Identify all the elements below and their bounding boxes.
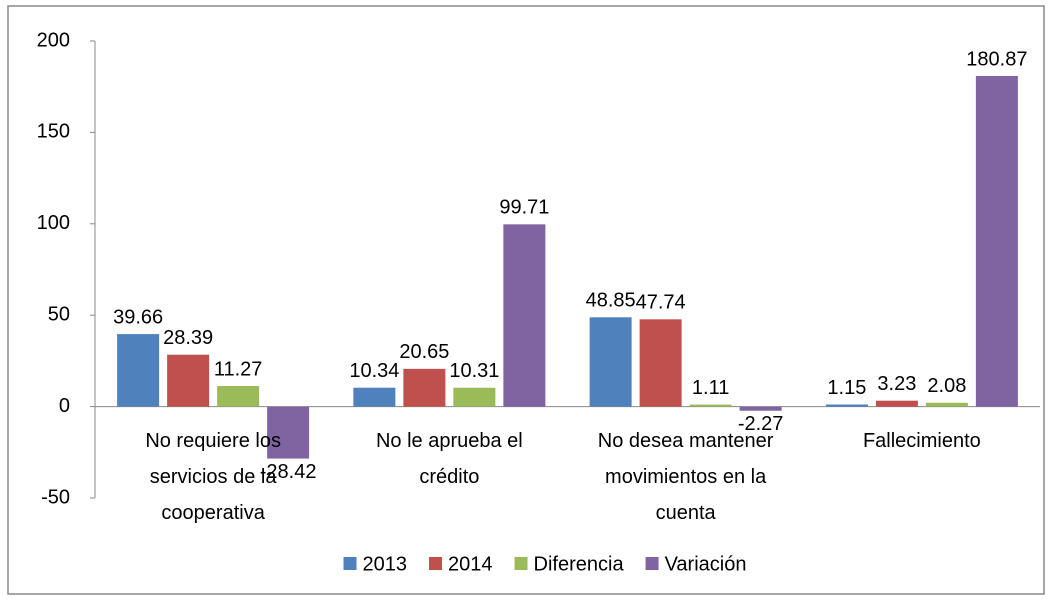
legend-label: Diferencia bbox=[534, 553, 625, 575]
data-label: 1.11 bbox=[692, 377, 729, 399]
y-tick-label: 0 bbox=[59, 395, 70, 417]
x-tick-label-line: crédito bbox=[419, 466, 479, 488]
data-label: 10.31 bbox=[449, 360, 499, 382]
x-tick-label: Fallecimiento bbox=[863, 430, 981, 452]
data-label: 20.65 bbox=[399, 341, 449, 363]
data-label: 3.23 bbox=[877, 373, 916, 395]
x-tick-label: No le aprueba el crédito bbox=[376, 430, 523, 488]
bar bbox=[267, 406, 310, 459]
data-label: 28.39 bbox=[163, 327, 213, 349]
data-label: 99.71 bbox=[499, 197, 549, 219]
data-label: 1.15 bbox=[827, 377, 866, 399]
bar bbox=[167, 354, 210, 407]
bar bbox=[639, 319, 682, 407]
bar bbox=[739, 406, 782, 411]
bar bbox=[925, 402, 968, 407]
data-label: -2.27 bbox=[738, 413, 784, 435]
bar bbox=[589, 317, 632, 407]
x-tick-label-line: No le aprueba el bbox=[376, 430, 523, 452]
x-tick-label: No requiere los servicios de la cooperativ… bbox=[145, 430, 281, 524]
data-label: 2.08 bbox=[927, 375, 966, 397]
bar bbox=[503, 224, 546, 407]
x-tick-label-line: No desea mantener bbox=[598, 430, 774, 452]
bar bbox=[453, 387, 496, 407]
x-tick-label-line: cuenta bbox=[656, 502, 717, 524]
x-tick-label-line: servicios de la bbox=[150, 466, 278, 488]
bar bbox=[689, 404, 732, 407]
y-tick-label: 200 bbox=[37, 29, 70, 51]
legend-label: 2014 bbox=[448, 553, 493, 575]
data-label: 48.85 bbox=[586, 290, 636, 312]
y-tick-label: 100 bbox=[37, 212, 70, 234]
data-label: 11.27 bbox=[214, 358, 263, 380]
x-tick-label-line: No requiere los bbox=[145, 430, 281, 452]
bar bbox=[403, 368, 446, 407]
bar bbox=[875, 400, 918, 407]
bar bbox=[217, 385, 260, 407]
legend-swatch bbox=[645, 557, 659, 570]
bar bbox=[975, 75, 1018, 407]
bar bbox=[825, 404, 868, 407]
x-tick-label: No desea mantener movimientos en la cuenta bbox=[598, 430, 774, 524]
legend: 2013 2014 Diferencia Variación bbox=[343, 553, 747, 575]
legend-label: 2013 bbox=[363, 553, 408, 575]
data-label: 47.74 bbox=[636, 292, 686, 314]
x-tick-label-line: movimientos en la bbox=[605, 466, 767, 488]
y-tick-label: 50 bbox=[48, 303, 70, 325]
data-label: 39.66 bbox=[113, 306, 163, 328]
data-label: 180.87 bbox=[966, 48, 1027, 70]
bar bbox=[353, 387, 396, 407]
data-label: 10.34 bbox=[349, 360, 399, 382]
bar bbox=[117, 334, 160, 407]
legend-swatch bbox=[514, 557, 528, 570]
y-tick-label: -50 bbox=[41, 486, 70, 508]
legend-swatch bbox=[343, 557, 357, 570]
y-tick-label: 150 bbox=[37, 121, 70, 143]
data-label: -28.42 bbox=[260, 461, 317, 483]
legend-label: Variación bbox=[665, 553, 747, 575]
legend-swatch bbox=[429, 557, 443, 570]
x-tick-label-line: Fallecimiento bbox=[863, 430, 981, 452]
x-tick-label-line: cooperativa bbox=[161, 502, 265, 524]
